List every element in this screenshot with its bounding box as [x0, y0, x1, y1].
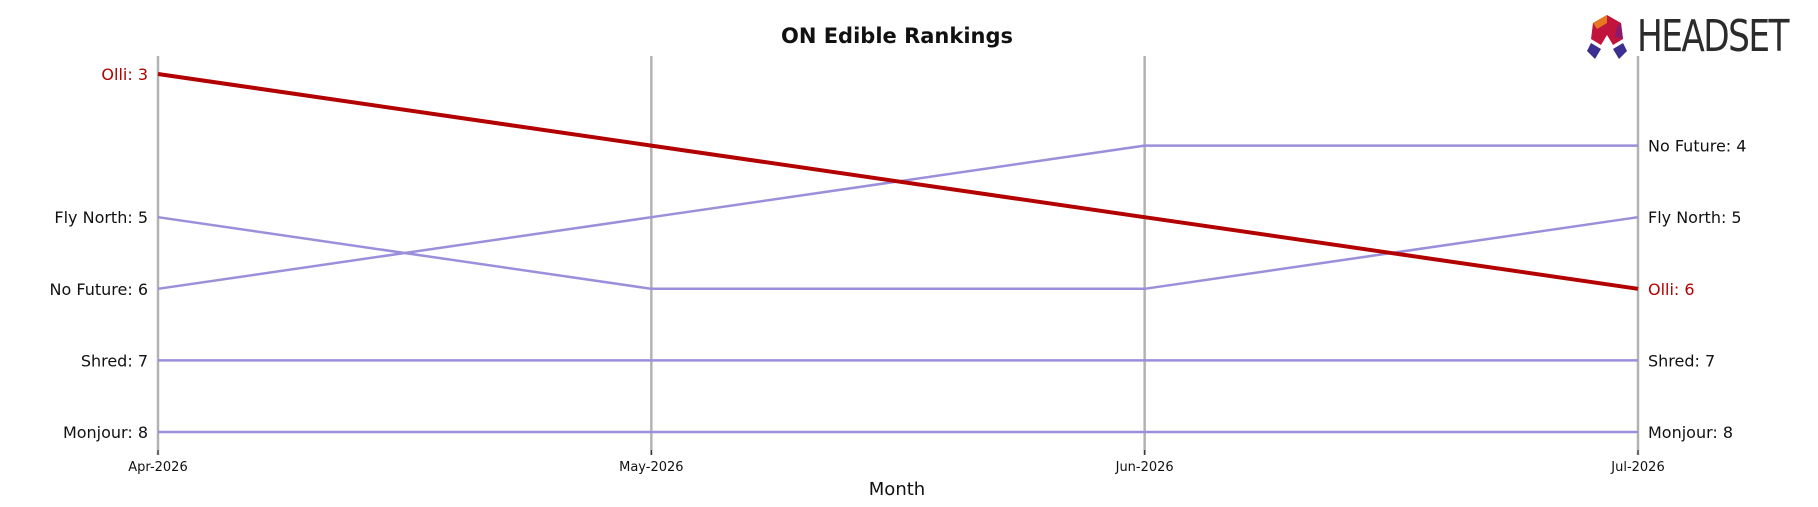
left-label: Fly North: 5 [54, 208, 148, 227]
headset-logo: HEADSET [1583, 13, 1818, 61]
right-label: Fly North: 5 [1648, 208, 1742, 227]
x-tick-label: Jul-2026 [1610, 460, 1664, 475]
left-label: Monjour: 8 [63, 423, 148, 442]
series-line-olli [157, 72, 1639, 291]
left-label: Olli: 3 [101, 65, 148, 84]
series-line-no-future [157, 144, 1638, 291]
right-label: Shred: 7 [1648, 351, 1715, 370]
vertical-gridlines [156, 56, 1640, 455]
x-axis-label: Month [869, 479, 925, 500]
headset-logo-icon [1587, 15, 1627, 59]
x-tick-label: May-2026 [619, 460, 683, 475]
x-tick-label: Apr-2026 [128, 460, 187, 475]
right-label: Olli: 6 [1648, 280, 1695, 299]
right-rank-labels: No Future: 4 Fly North: 5 Olli: 6 Shred: 7 M… [1648, 137, 1746, 442]
x-axis-ticks: Apr-2026 May-2026 Jun-2026 Jul-2026 [128, 450, 1665, 475]
x-tick-label: Jun-2026 [1115, 460, 1174, 475]
series-lines [157, 72, 1639, 434]
series-line-fly-north [157, 215, 1639, 291]
right-label: Monjour: 8 [1648, 423, 1733, 442]
left-rank-labels: Olli: 3 Fly North: 5 No Future: 6 Shred: 7 M… [50, 65, 148, 442]
left-label: No Future: 6 [50, 280, 148, 299]
right-label: No Future: 4 [1648, 137, 1746, 156]
chart-title: ON Edible Rankings [781, 24, 1013, 48]
headset-logo-text: HEADSET [1637, 11, 1789, 62]
left-label: Shred: 7 [81, 351, 148, 370]
